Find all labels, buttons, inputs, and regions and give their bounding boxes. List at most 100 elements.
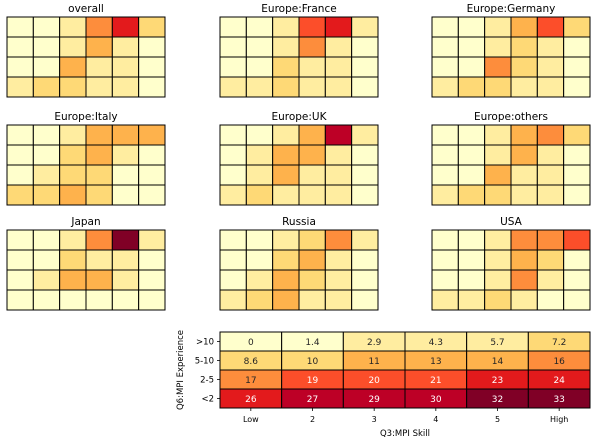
heatmap-cell xyxy=(32,269,61,291)
heatmap-cell xyxy=(59,124,87,146)
heatmap-cell xyxy=(111,36,140,58)
heatmap-cell xyxy=(431,269,459,291)
heatmap-cell xyxy=(6,289,34,311)
heatmap-cell xyxy=(298,229,326,251)
heatmap-cell xyxy=(510,56,538,78)
small-heatmap-4: Europe:Italy xyxy=(6,111,166,206)
heatmap-cell xyxy=(32,124,61,146)
heatmap-cell xyxy=(351,76,379,98)
heatmap-cell xyxy=(431,76,459,98)
heatmap-cell xyxy=(6,16,34,38)
heatmap-cell xyxy=(324,144,353,166)
cell-value-label: 33 xyxy=(553,395,564,405)
cell-value-label: 13 xyxy=(430,357,441,367)
heatmap-cell xyxy=(351,229,379,251)
heatmap-cell xyxy=(219,124,247,146)
heatmap-cell xyxy=(245,56,274,78)
heatmap-cell xyxy=(510,184,538,206)
heatmap-cell xyxy=(431,144,459,166)
heatmap-cell xyxy=(431,16,459,38)
heatmap-cell xyxy=(351,184,379,206)
heatmap-cell xyxy=(298,124,326,146)
heatmap-cell xyxy=(138,269,166,291)
heatmap-cell xyxy=(457,229,486,251)
heatmap-cell xyxy=(219,269,247,291)
x-tick-label: High xyxy=(550,415,568,424)
heatmap-cell xyxy=(457,289,486,311)
heatmap-cell xyxy=(351,124,379,146)
heatmap-cell xyxy=(59,164,87,186)
heatmap-cell xyxy=(457,16,486,38)
heatmap-cell xyxy=(245,124,274,146)
heatmap-cell xyxy=(536,16,565,38)
cell-value-label: 26 xyxy=(245,395,257,405)
heatmap-cell xyxy=(138,76,166,98)
heatmap-cell xyxy=(111,144,140,166)
heatmap-cell xyxy=(245,164,274,186)
heatmap-cell xyxy=(32,144,61,166)
heatmap-cell xyxy=(484,16,512,38)
heatmap-cell xyxy=(563,249,591,271)
heatmap-cell xyxy=(59,36,87,58)
heatmap-cell xyxy=(457,36,486,58)
cell-value-label: 10 xyxy=(307,357,319,367)
heatmap-cell xyxy=(219,229,247,251)
heatmap-cell xyxy=(510,124,538,146)
heatmap-cell xyxy=(245,36,274,58)
heatmap-cell xyxy=(536,76,565,98)
heatmap-cell xyxy=(457,124,486,146)
heatmap-cell xyxy=(219,36,247,58)
heatmap-cell xyxy=(484,124,512,146)
heatmap-cell xyxy=(324,229,353,251)
heatmap-cell xyxy=(484,76,512,98)
heatmap-cell xyxy=(563,36,591,58)
heatmap-cell xyxy=(6,144,34,166)
heatmap-cell xyxy=(245,16,274,38)
cell-value-label: 8.6 xyxy=(244,357,259,367)
heatmap-cell xyxy=(85,164,113,186)
small-heatmap-8: Russia xyxy=(219,216,379,311)
heatmap-cell xyxy=(563,289,591,311)
heatmap-cell xyxy=(324,184,353,206)
heatmap-cell xyxy=(431,289,459,311)
heatmap-cell xyxy=(272,229,300,251)
heatmap-cell xyxy=(85,124,113,146)
heatmap-cell xyxy=(272,36,300,58)
heatmap-cell xyxy=(510,36,538,58)
heatmap-cell xyxy=(245,76,274,98)
heatmap-cell xyxy=(272,16,300,38)
heatmap-cell xyxy=(245,229,274,251)
heatmap-cell xyxy=(431,164,459,186)
heatmap-cell xyxy=(138,144,166,166)
heatmap-cell xyxy=(536,269,565,291)
heatmap-cell xyxy=(484,289,512,311)
heatmap-cell xyxy=(324,16,353,38)
heatmap-cell xyxy=(351,56,379,78)
heatmap-cell xyxy=(272,184,300,206)
heatmap-cell xyxy=(510,164,538,186)
panel-title: Russia xyxy=(282,216,316,228)
y-tick-label: 2-5 xyxy=(200,376,214,386)
heatmap-cell xyxy=(431,229,459,251)
heatmap-cell xyxy=(138,124,166,146)
heatmap-cell xyxy=(272,76,300,98)
heatmap-cell xyxy=(324,36,353,58)
heatmap-cell xyxy=(59,269,87,291)
heatmap-cell xyxy=(111,164,140,186)
heatmap-cell xyxy=(510,289,538,311)
heatmap-cell xyxy=(219,184,247,206)
heatmap-cell xyxy=(6,184,34,206)
heatmap-cell xyxy=(138,249,166,271)
x-axis-label: Q3:MPI Skill xyxy=(380,429,430,439)
heatmap-cell xyxy=(245,144,274,166)
heatmap-cell xyxy=(351,164,379,186)
heatmap-cell xyxy=(298,164,326,186)
cell-value-label: 0 xyxy=(248,338,254,348)
heatmap-cell xyxy=(298,144,326,166)
heatmap-cell xyxy=(457,164,486,186)
heatmap-cell xyxy=(6,269,34,291)
heatmap-cell xyxy=(431,184,459,206)
heatmap-cell xyxy=(536,124,565,146)
heatmap-cell xyxy=(536,184,565,206)
